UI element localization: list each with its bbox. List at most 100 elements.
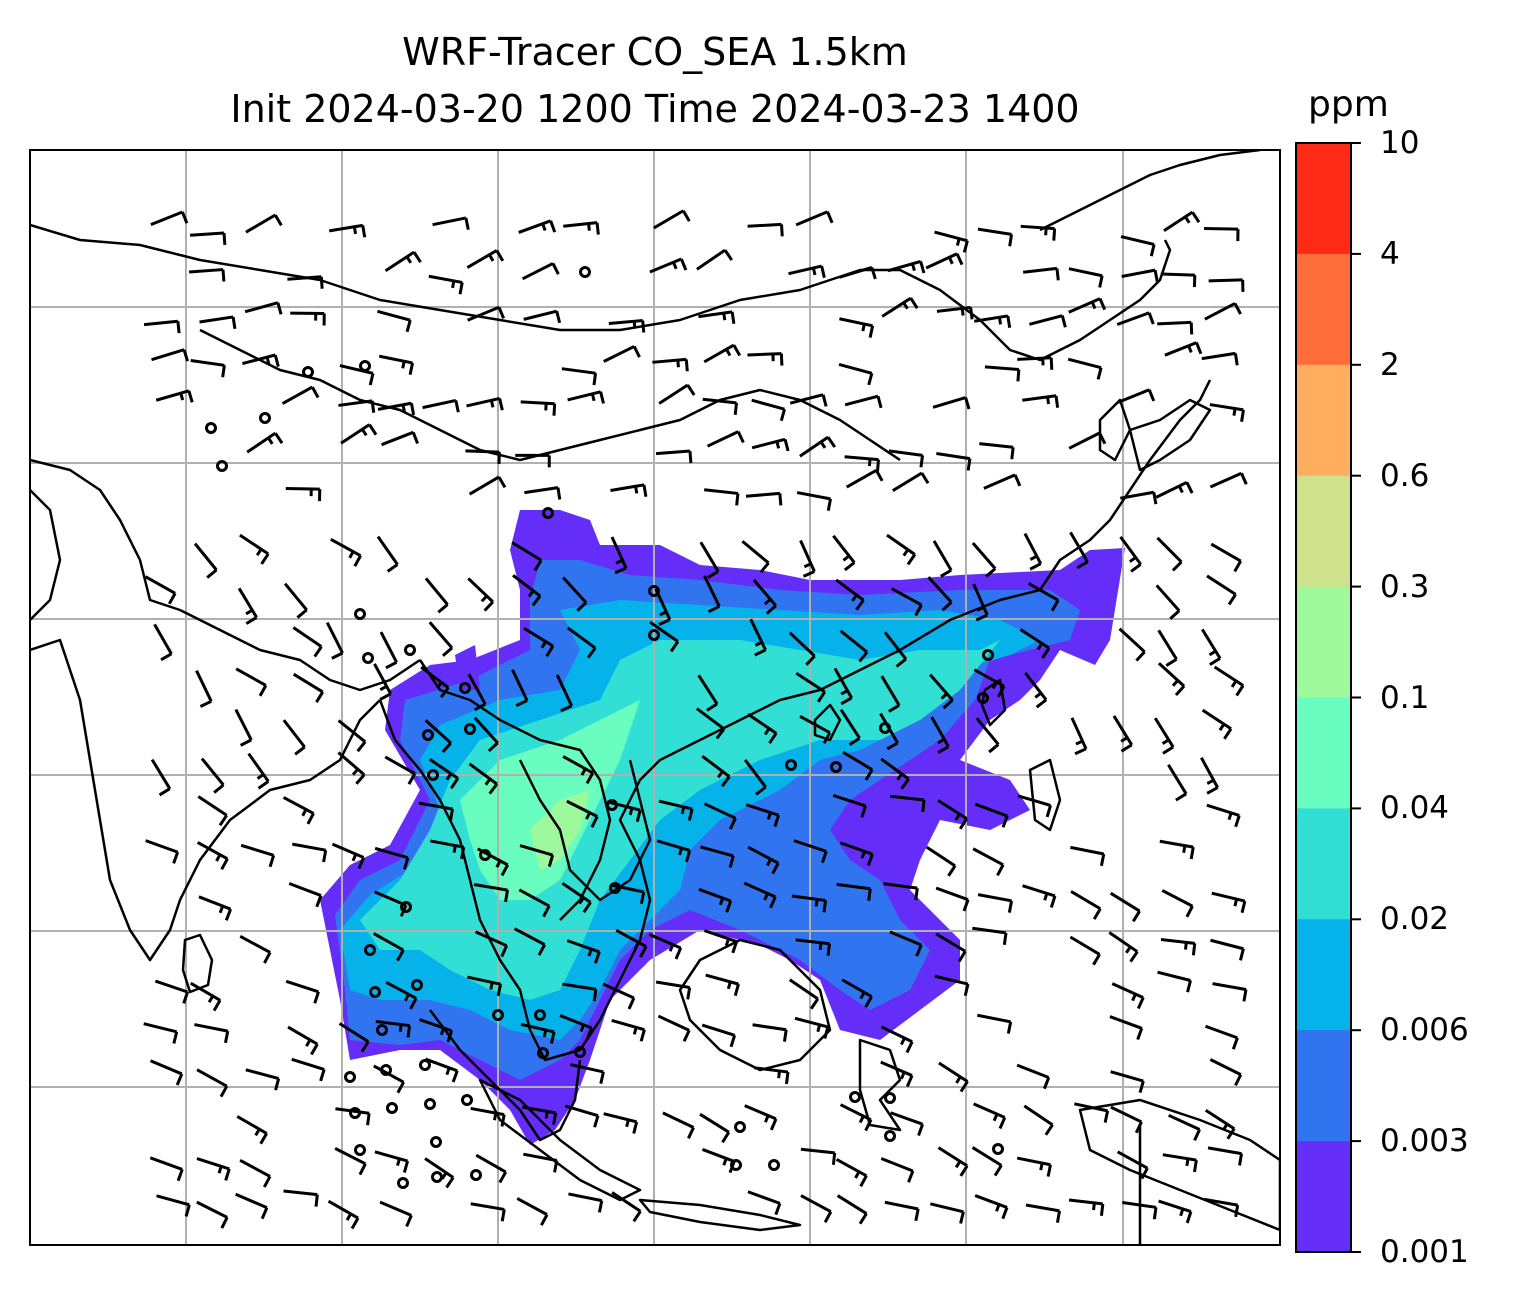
calm-wind-circle	[400, 901, 412, 913]
wind-barb	[292, 672, 324, 703]
wind-barb	[373, 663, 392, 701]
wind-barb	[1068, 297, 1107, 314]
wind-barb	[1023, 532, 1043, 571]
wind-barb	[934, 974, 970, 997]
wind-barb	[418, 801, 454, 822]
wind-barb	[240, 843, 276, 868]
wind-barb	[1212, 982, 1248, 1002]
wind-barb	[143, 1022, 179, 1044]
wind-barb	[244, 301, 283, 315]
hainan	[813, 703, 842, 742]
wind-barb	[836, 882, 872, 901]
wind-barb	[467, 673, 487, 712]
map-plot-area	[30, 150, 1280, 1245]
calm-wind-circle	[884, 1130, 896, 1142]
wind-barb	[977, 1013, 1013, 1034]
wind-barb	[611, 1019, 646, 1042]
wind-barb	[1112, 715, 1133, 753]
sulawesi	[858, 1038, 902, 1132]
wind-barb	[936, 305, 974, 320]
wind-barb	[799, 714, 832, 744]
wind-barb	[657, 1014, 691, 1042]
wind-barb	[1157, 629, 1178, 667]
wind-barb	[890, 1111, 924, 1137]
colorbar-label: 2	[1380, 346, 1400, 383]
wind-barb	[234, 708, 253, 747]
calm-wind-circle	[785, 759, 797, 771]
wind-barb	[422, 399, 460, 413]
wind-barb	[198, 895, 233, 921]
wind-barb	[1016, 1063, 1051, 1090]
wind-barb	[1155, 584, 1181, 620]
wind-barb	[328, 223, 367, 238]
calm-wind-circle	[397, 1177, 409, 1189]
wind-barb	[788, 978, 820, 1010]
wind-barb	[568, 1192, 604, 1213]
japan	[1128, 398, 1212, 472]
wind-barb	[984, 365, 1021, 382]
wind-barb	[281, 385, 320, 405]
wind-barb	[1074, 1102, 1110, 1123]
wind-barb	[751, 398, 786, 422]
wind-barb	[524, 486, 562, 500]
wind-barb	[189, 231, 227, 246]
calm-wind-circle	[424, 1098, 436, 1110]
wind-barb	[706, 430, 745, 448]
wind-barbs-layer	[143, 209, 1248, 1230]
wind-barb	[699, 1112, 731, 1144]
wind-barb	[929, 673, 954, 710]
wind-barb	[149, 1156, 184, 1182]
wind-barb	[1109, 891, 1141, 923]
wind-barb	[839, 1103, 873, 1132]
wind-barb	[377, 309, 412, 333]
wind-barb	[1116, 311, 1155, 326]
wind-barb	[283, 582, 308, 619]
wind-barb	[606, 800, 642, 823]
wind-barb	[282, 719, 306, 756]
wind-barb	[1120, 490, 1158, 505]
wind-barb	[695, 707, 726, 740]
wind-barb	[150, 210, 189, 227]
wind-barb	[697, 674, 719, 712]
wind-barb	[1157, 662, 1186, 697]
philippines-luzon	[1028, 758, 1062, 832]
wind-barb	[936, 452, 972, 471]
wind-barb	[153, 623, 173, 662]
wind-barb	[1210, 542, 1243, 573]
wind-barb	[424, 719, 452, 753]
wind-barb	[1206, 803, 1241, 828]
wind-barb	[1160, 272, 1197, 288]
china-coast	[1038, 379, 1212, 591]
wind-barb	[569, 1063, 605, 1085]
calm-wind-circle	[534, 1009, 546, 1021]
wind-barb	[561, 367, 598, 386]
calm-wind-circle	[302, 366, 314, 378]
calm-wind-circle	[849, 1091, 861, 1103]
wind-barb	[512, 574, 542, 607]
wind-barb	[285, 979, 320, 1004]
wind-barb	[745, 803, 781, 828]
wind-barb	[235, 667, 268, 697]
calm-wind-circle	[359, 360, 371, 372]
wind-barb	[1203, 1197, 1240, 1218]
wind-barb	[977, 227, 1014, 247]
wind-barb	[704, 488, 740, 506]
wind-barb	[789, 393, 828, 407]
calm-wind-circle	[977, 692, 989, 704]
plume-level-004	[460, 700, 640, 900]
wind-barb	[285, 486, 322, 502]
wind-barb	[292, 626, 323, 658]
wind-barb	[611, 1191, 642, 1223]
wind-barb	[880, 757, 910, 790]
wind-barb	[835, 578, 865, 611]
wind-barb	[1069, 935, 1101, 966]
russia-coast	[1039, 150, 1261, 232]
calm-wind-circle	[992, 1143, 1004, 1155]
wind-barb	[752, 1023, 788, 1042]
wind-barb	[339, 364, 375, 386]
wind-barb	[702, 397, 738, 415]
wind-barb	[1068, 1198, 1105, 1216]
wind-barb	[466, 396, 504, 411]
wind-barb	[938, 1061, 969, 1093]
wind-barb	[749, 618, 767, 657]
